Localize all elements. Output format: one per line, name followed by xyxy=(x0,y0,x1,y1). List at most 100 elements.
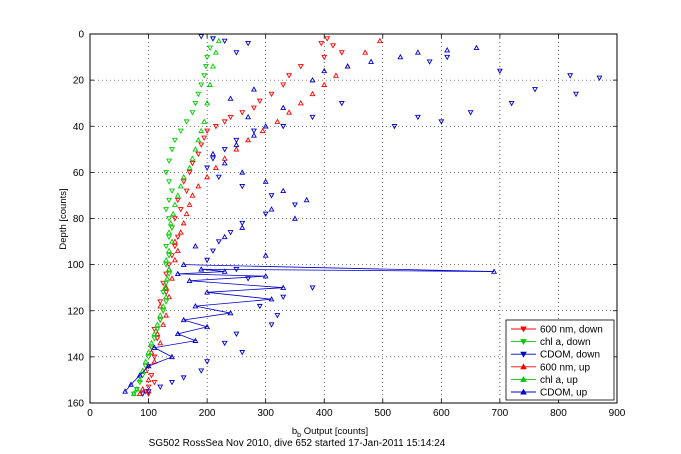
data-point xyxy=(268,206,275,212)
data-point xyxy=(268,296,275,302)
data-point xyxy=(174,330,181,337)
data-point xyxy=(174,270,181,277)
data-point xyxy=(259,127,266,134)
data-point xyxy=(280,294,287,301)
data-point xyxy=(163,170,170,176)
data-point xyxy=(215,239,222,245)
data-point xyxy=(166,158,173,164)
data-point xyxy=(180,375,187,381)
data-point xyxy=(444,54,451,61)
axis-ticks: 0 100 200 300 400 500 600 700 800 900 0 20 40 60 80 100… xyxy=(67,30,625,420)
data-point xyxy=(204,165,211,171)
data-point xyxy=(245,136,252,143)
data-point xyxy=(151,358,158,364)
x-tick-label: 800 xyxy=(550,408,567,419)
data-point xyxy=(171,137,178,144)
data-point xyxy=(198,368,205,374)
data-point xyxy=(362,49,369,55)
data-point xyxy=(368,58,375,64)
data-point xyxy=(198,142,205,148)
data-point xyxy=(169,188,175,194)
data-point xyxy=(163,299,170,305)
data-point xyxy=(151,380,158,386)
data-point xyxy=(233,50,240,56)
data-point xyxy=(130,390,137,396)
data-point xyxy=(145,389,152,395)
data-point xyxy=(133,386,140,392)
data-point xyxy=(324,36,331,42)
y-tick-label: 40 xyxy=(73,122,85,133)
data-point xyxy=(233,146,240,152)
data-point xyxy=(280,82,287,88)
data-point xyxy=(215,37,222,44)
figure-caption: SG502 RossSea Nov 2010, dive 652 started… xyxy=(149,438,446,449)
data-point xyxy=(338,100,345,107)
legend-label: 600 nm, up xyxy=(540,362,590,373)
y-tick-label: 60 xyxy=(73,168,85,179)
data-point xyxy=(128,381,134,387)
data-point xyxy=(160,280,167,287)
data-point xyxy=(280,284,287,290)
data-point xyxy=(221,147,228,153)
legend-label: chl a, down xyxy=(540,337,591,348)
data-point xyxy=(142,358,149,364)
data-point xyxy=(221,160,228,166)
data-point xyxy=(148,349,155,355)
data-point xyxy=(180,219,187,226)
data-point xyxy=(163,290,170,296)
data-point xyxy=(467,110,474,116)
data-point xyxy=(192,303,199,309)
data-point xyxy=(154,326,161,333)
data-point xyxy=(286,73,293,79)
data-point xyxy=(145,376,152,383)
data-point xyxy=(297,64,304,70)
data-point xyxy=(297,100,304,106)
legend-entry: 600 nm, up xyxy=(511,362,590,373)
data-point xyxy=(183,210,190,217)
data-point xyxy=(180,261,187,267)
data-point xyxy=(508,100,515,107)
data-point xyxy=(204,100,211,106)
data-point xyxy=(163,256,170,263)
data-point xyxy=(233,331,240,337)
data-point xyxy=(174,197,181,204)
data-point xyxy=(262,178,269,184)
data-point xyxy=(148,373,155,379)
data-point xyxy=(204,323,211,330)
x-tick-label: 500 xyxy=(374,408,391,419)
data-point xyxy=(166,253,173,259)
data-point xyxy=(221,119,228,125)
data-point xyxy=(414,114,421,121)
x-tick-label: 100 xyxy=(140,408,157,419)
data-point xyxy=(376,37,383,44)
data-point xyxy=(204,54,211,61)
data-point xyxy=(330,43,336,49)
legend-marker xyxy=(520,375,527,382)
data-point xyxy=(157,312,164,318)
data-point xyxy=(338,50,345,56)
data-point xyxy=(154,336,161,342)
data-point xyxy=(169,253,175,259)
series-5 xyxy=(122,44,497,394)
data-point xyxy=(207,45,214,51)
data-point xyxy=(192,100,199,107)
data-point xyxy=(212,124,219,130)
data-point xyxy=(177,229,184,235)
data-point xyxy=(166,247,173,253)
data-point xyxy=(186,277,193,283)
data-point xyxy=(163,293,170,300)
data-point xyxy=(274,313,281,319)
data-point xyxy=(157,317,164,324)
data-point xyxy=(233,137,240,144)
data-point xyxy=(136,380,143,386)
data-point xyxy=(166,262,173,268)
y-tick-label: 160 xyxy=(67,399,84,410)
data-point xyxy=(227,114,234,121)
legend-marker xyxy=(520,339,527,346)
data-point xyxy=(309,114,316,121)
data-point xyxy=(426,59,433,65)
data-point xyxy=(160,308,167,314)
data-point xyxy=(286,109,293,115)
data-point xyxy=(321,54,328,61)
